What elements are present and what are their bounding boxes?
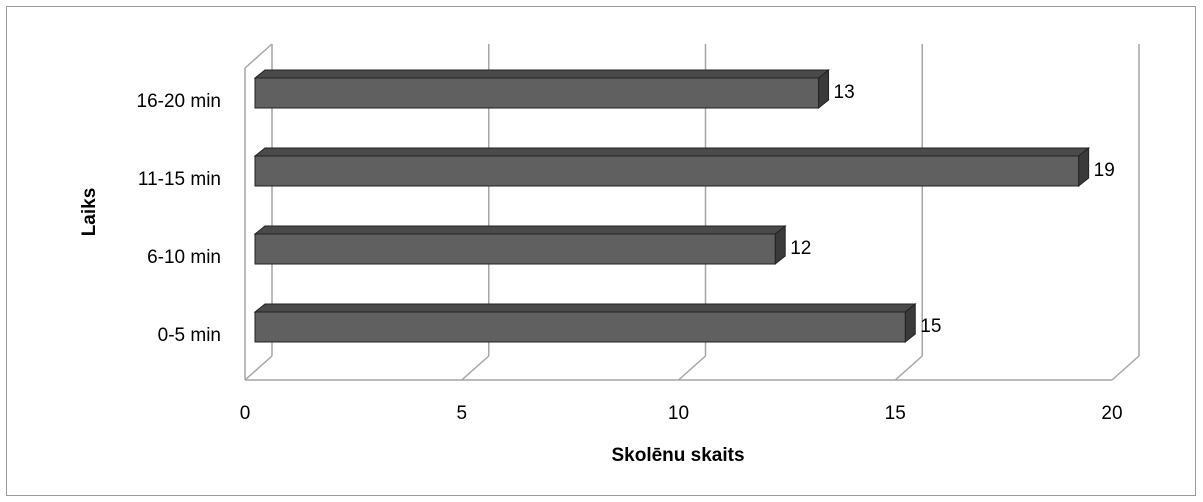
- y-tick-label: 0-5 min: [158, 325, 221, 346]
- bar-top: [253, 225, 787, 235]
- wall-edge: [244, 43, 273, 69]
- y-tick-label: 16-20 min: [137, 91, 222, 112]
- grid-line: [894, 355, 923, 381]
- grid-line: [244, 355, 273, 381]
- value-label: 15: [920, 316, 941, 337]
- grid-line: [461, 355, 490, 381]
- y-tick-label: 6-10 min: [147, 247, 221, 268]
- grid-line: [678, 355, 706, 381]
- bar: [254, 233, 776, 265]
- grid-line: [1111, 355, 1140, 381]
- x-tick-label: 20: [1101, 403, 1122, 424]
- bar-top: [253, 147, 1091, 157]
- bar-top: [253, 69, 830, 79]
- bar: [254, 77, 820, 109]
- bar: [254, 311, 906, 343]
- value-label: 12: [790, 238, 811, 259]
- value-label: 13: [834, 82, 855, 103]
- x-tick-label: 5: [456, 403, 467, 424]
- bar-top: [253, 303, 917, 313]
- value-label: 19: [1094, 160, 1115, 181]
- x-axis-title: Skolēnu skaits: [611, 445, 744, 466]
- bar: [254, 155, 1080, 187]
- x-tick-label: 0: [240, 403, 251, 424]
- x-tick-label: 15: [885, 403, 906, 424]
- x-tick-label: 10: [668, 403, 689, 424]
- y-tick-label: 11-15 min: [138, 169, 221, 190]
- y-axis-title: Laiks: [79, 188, 100, 237]
